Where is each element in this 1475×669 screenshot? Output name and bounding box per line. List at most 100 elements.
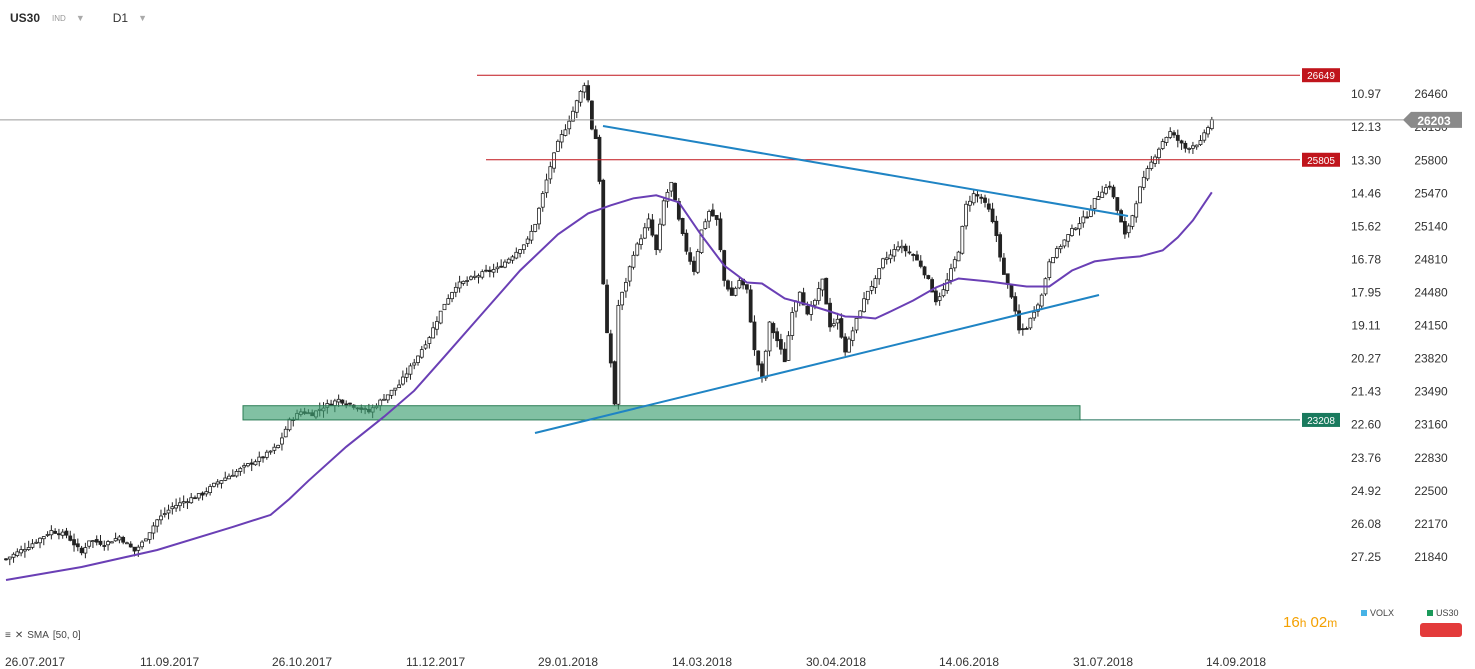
candle [986, 203, 991, 210]
candle [1009, 284, 1014, 298]
candle [476, 275, 481, 278]
candle [555, 140, 560, 152]
x-axis-date-label: 29.01.2018 [538, 655, 599, 669]
candle [83, 547, 88, 554]
price-axis-label: 26460 [1414, 87, 1448, 101]
candle [49, 530, 54, 536]
candle [601, 179, 606, 285]
indicator-remove-icon[interactable]: ✕ [14, 630, 24, 641]
price-axis-label: 25140 [1414, 219, 1448, 233]
candle [710, 209, 715, 217]
candle [510, 256, 515, 261]
candle [1032, 311, 1037, 319]
volx-axis-label: 16.78 [1351, 252, 1381, 266]
candle [166, 509, 171, 514]
candle [654, 234, 659, 251]
candle [484, 269, 488, 272]
candle [843, 336, 848, 353]
candle [869, 285, 874, 291]
price-tag-resistance [1302, 152, 1340, 167]
symbol-dropdown-icon[interactable]: ▼ [75, 13, 85, 23]
candle [714, 215, 719, 220]
candle [215, 481, 220, 485]
candle [1206, 127, 1210, 135]
candle [268, 450, 273, 453]
candle [748, 289, 753, 323]
candle [1028, 317, 1033, 329]
timeframe-label[interactable]: D1 [112, 11, 129, 25]
indicator-settings-icon[interactable]: ≡ [5, 630, 11, 641]
candle [794, 301, 798, 312]
candle [650, 219, 655, 236]
candle [1024, 328, 1029, 330]
candle [94, 539, 99, 543]
volx-axis-label: 19.11 [1351, 319, 1380, 333]
price-axis-label: 22830 [1414, 451, 1448, 465]
candle [397, 384, 402, 388]
candle [472, 275, 477, 278]
candle [45, 534, 50, 536]
symbol-label[interactable]: US30 [10, 11, 41, 25]
candle [642, 227, 647, 239]
candle [752, 321, 757, 351]
candle [26, 547, 31, 550]
candle [503, 261, 507, 268]
candle [143, 538, 148, 542]
candle [729, 287, 734, 296]
candle [918, 260, 923, 267]
candle [533, 223, 538, 232]
candle [1005, 273, 1010, 285]
candle [608, 333, 613, 364]
candle [979, 196, 984, 199]
candle [79, 547, 84, 554]
price-axis-label: 24150 [1414, 319, 1448, 333]
alert-button[interactable] [1420, 623, 1462, 637]
candle [461, 280, 466, 284]
us30-swatch-icon [1427, 610, 1433, 616]
sma-line [5, 191, 1213, 581]
candle [915, 254, 919, 261]
candle [382, 398, 386, 401]
candle [744, 284, 749, 290]
candle [620, 291, 625, 306]
candle [453, 286, 458, 293]
candle [400, 376, 405, 385]
candle [733, 287, 738, 296]
timeframe-dropdown-icon[interactable]: ▼ [138, 13, 147, 23]
candle [19, 549, 24, 554]
candle [1100, 191, 1105, 198]
candle [571, 110, 575, 122]
candle [756, 350, 761, 366]
indicator-legend[interactable]: ≡ ✕ SMA [50, 0] [5, 630, 81, 641]
candle [635, 243, 640, 256]
candle [854, 318, 859, 331]
candle [1164, 136, 1169, 143]
candle [767, 321, 772, 352]
candle [60, 531, 65, 536]
candle [272, 446, 277, 451]
legend-us30[interactable]: US30 [1427, 608, 1459, 618]
candle [385, 394, 390, 401]
candle [892, 249, 897, 257]
candle [933, 290, 938, 303]
price-axis-label: 23820 [1414, 352, 1448, 366]
candle [91, 540, 95, 543]
legend-volx[interactable]: VOLX [1361, 608, 1394, 618]
candle [907, 251, 912, 254]
x-axis-date-label: 26.10.2017 [272, 655, 333, 669]
candle [11, 553, 16, 558]
candle [665, 191, 670, 202]
candle [835, 318, 840, 324]
x-axis-date-label: 31.07.2018 [1073, 655, 1134, 669]
candle [1096, 196, 1101, 200]
candle [393, 387, 398, 391]
candle [238, 467, 243, 472]
candle [64, 530, 69, 536]
candle [877, 268, 882, 280]
candle [548, 166, 553, 180]
candle [552, 152, 556, 169]
candle [106, 541, 110, 546]
candle [38, 537, 42, 544]
candle [537, 207, 541, 225]
